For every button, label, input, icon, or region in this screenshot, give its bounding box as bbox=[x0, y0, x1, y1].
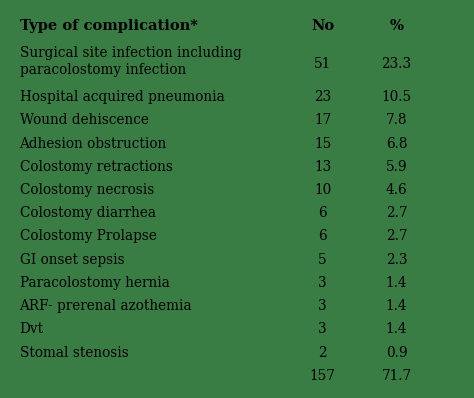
Text: 4.6: 4.6 bbox=[386, 183, 408, 197]
Text: 3: 3 bbox=[318, 299, 327, 313]
Text: 1.4: 1.4 bbox=[386, 299, 408, 313]
Text: 1.4: 1.4 bbox=[386, 322, 408, 336]
Text: Colostomy Prolapse: Colostomy Prolapse bbox=[19, 230, 156, 244]
Text: 5.9: 5.9 bbox=[386, 160, 408, 174]
Text: 17: 17 bbox=[314, 113, 331, 127]
Text: %: % bbox=[390, 19, 403, 33]
Text: Dvt: Dvt bbox=[19, 322, 44, 336]
Text: 2: 2 bbox=[318, 345, 327, 359]
Text: Surgical site infection including: Surgical site infection including bbox=[19, 46, 241, 60]
Text: 23.3: 23.3 bbox=[382, 57, 411, 71]
Text: 157: 157 bbox=[310, 369, 336, 383]
Text: 6: 6 bbox=[318, 206, 327, 220]
Text: Hospital acquired pneumonia: Hospital acquired pneumonia bbox=[19, 90, 224, 104]
Text: 71.7: 71.7 bbox=[382, 369, 411, 383]
Text: 10: 10 bbox=[314, 183, 331, 197]
Text: Adhesion obstruction: Adhesion obstruction bbox=[19, 137, 167, 150]
Text: 15: 15 bbox=[314, 137, 331, 150]
Text: 51: 51 bbox=[314, 57, 331, 71]
Text: No: No bbox=[311, 19, 334, 33]
Text: Type of complication*: Type of complication* bbox=[19, 19, 198, 33]
Text: Colostomy retractions: Colostomy retractions bbox=[19, 160, 173, 174]
Text: 7.8: 7.8 bbox=[386, 113, 407, 127]
Text: GI onset sepsis: GI onset sepsis bbox=[19, 253, 124, 267]
Text: 3: 3 bbox=[318, 276, 327, 290]
Text: 2.3: 2.3 bbox=[386, 253, 407, 267]
Text: Stomal stenosis: Stomal stenosis bbox=[19, 345, 128, 359]
Text: 13: 13 bbox=[314, 160, 331, 174]
Text: 23: 23 bbox=[314, 90, 331, 104]
Text: ARF- prerenal azothemia: ARF- prerenal azothemia bbox=[19, 299, 192, 313]
Text: 2.7: 2.7 bbox=[386, 230, 407, 244]
Text: Paracolostomy hernia: Paracolostomy hernia bbox=[19, 276, 169, 290]
Text: 10.5: 10.5 bbox=[382, 90, 411, 104]
Text: Wound dehiscence: Wound dehiscence bbox=[19, 113, 148, 127]
Text: 6.8: 6.8 bbox=[386, 137, 407, 150]
Text: 1.4: 1.4 bbox=[386, 276, 408, 290]
Text: 6: 6 bbox=[318, 230, 327, 244]
Text: 3: 3 bbox=[318, 322, 327, 336]
Text: 5: 5 bbox=[318, 253, 327, 267]
Text: Colostomy necrosis: Colostomy necrosis bbox=[19, 183, 154, 197]
Text: Colostomy diarrhea: Colostomy diarrhea bbox=[19, 206, 155, 220]
Text: 0.9: 0.9 bbox=[386, 345, 408, 359]
Text: paracolostomy infection: paracolostomy infection bbox=[19, 63, 186, 77]
Text: 2.7: 2.7 bbox=[386, 206, 407, 220]
